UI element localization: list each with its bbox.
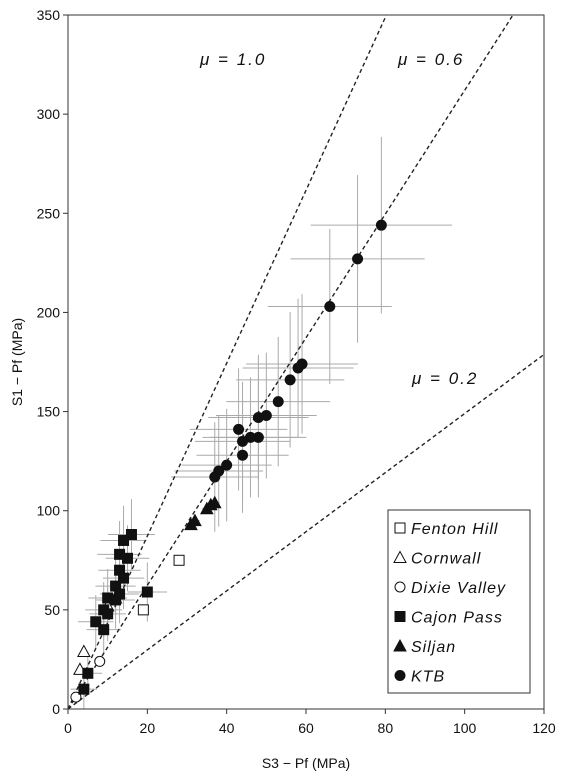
data-points [70, 219, 387, 703]
siljan-point [188, 513, 202, 527]
legend-box [387, 509, 531, 694]
cajon-pass-point [122, 552, 133, 564]
legend-label: Siljan [411, 639, 456, 656]
legend-marker [393, 638, 407, 652]
x-tick-label: 100 [453, 720, 477, 736]
y-tick-label: 150 [37, 404, 61, 420]
x-tick-label: 120 [532, 720, 556, 736]
y-tick-label: 300 [37, 106, 61, 122]
cajon-pass-point [102, 608, 114, 620]
legend-label: Cornwall [411, 551, 481, 568]
ktb-point [221, 459, 233, 471]
y-tick-label: 0 [52, 701, 60, 717]
y-tick-label: 50 [44, 602, 60, 618]
ktb-point [233, 423, 245, 435]
ktb-point [284, 374, 296, 386]
ktb-point [237, 449, 249, 461]
legend-marker [393, 550, 407, 563]
dixie-valley-point [94, 655, 106, 667]
slope-annotations: μ = 1.0 μ = 0.6 μ = 0.2 [199, 50, 478, 388]
ktb-point [375, 219, 387, 231]
cajon-pass-point [141, 586, 153, 598]
ktb-point [209, 471, 221, 483]
x-tick-label: 40 [219, 720, 235, 736]
reference-line [68, 15, 388, 709]
y-tick-label: 350 [37, 7, 61, 23]
y-tick-label: 200 [37, 304, 61, 320]
axis-labels: S3 − Pf (MPa) S1 − Pf (MPa) [9, 318, 350, 771]
legend: Fenton Hill Cornwall Dixie Valley Cajon Pas… [387, 509, 531, 694]
slope-annotation: μ = 0.2 [411, 369, 478, 388]
fenton-hill-point [173, 554, 185, 566]
cajon-pass-point [125, 529, 137, 541]
reference-line [68, 353, 544, 709]
legend-marker [394, 670, 406, 681]
y-axis-label: S1 − Pf (MPa) [9, 318, 25, 406]
cajon-pass-point [78, 683, 90, 695]
axis-ticks: 0 20 40 60 80 100 120 0 50 100 150 200 250 300 350 [37, 7, 556, 736]
cajon-pass-point [98, 624, 110, 636]
ktb-point [272, 396, 284, 408]
cajon-pass-point [118, 534, 130, 546]
slope-annotation: μ = 1.0 [199, 50, 266, 69]
legend-marker [394, 581, 406, 593]
x-tick-label: 20 [140, 720, 156, 736]
cajon-pass-point [90, 616, 102, 628]
y-tick-label: 250 [37, 205, 61, 221]
ktb-point [324, 300, 336, 312]
x-tick-label: 0 [64, 720, 72, 736]
legend-marker [394, 611, 406, 622]
ktb-point [252, 412, 264, 424]
cajon-pass-point [118, 572, 130, 584]
x-tick-label: 60 [298, 720, 314, 736]
y-tick-label: 100 [37, 503, 61, 519]
legend-marker [394, 522, 406, 534]
fenton-hill-point [137, 604, 149, 616]
cajon-pass-point [114, 588, 126, 600]
legend-label: Fenton Hill [411, 521, 498, 538]
cajon-pass-point [82, 667, 94, 679]
ktb-point [292, 362, 304, 374]
ktb-point [237, 435, 249, 447]
ktb-point [352, 253, 364, 265]
x-tick-label: 80 [378, 720, 394, 736]
siljan-point [203, 497, 218, 511]
legend-label: Dixie Valley [411, 580, 506, 597]
legend-label: Cajon Pass [411, 610, 503, 627]
cornwall-point [77, 644, 91, 657]
reference-lines [68, 15, 544, 709]
slope-annotation: μ = 0.6 [397, 50, 464, 69]
x-axis-label: S3 − Pf (MPa) [262, 755, 350, 771]
legend-label: KTB [411, 669, 445, 686]
